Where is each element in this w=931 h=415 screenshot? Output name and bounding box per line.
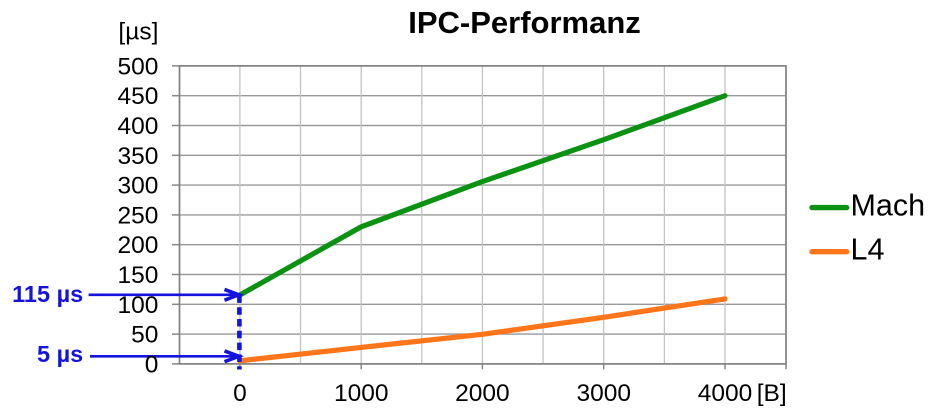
svg-text:500: 500 [118,53,159,80]
svg-text:200: 200 [118,232,159,259]
svg-text:IPC-Performanz: IPC-Performanz [408,5,641,40]
svg-text:100: 100 [118,292,159,319]
svg-text:Mach: Mach [851,189,926,223]
svg-text:400: 400 [118,113,159,140]
svg-text:4000: 4000 [698,380,753,407]
svg-text:0: 0 [145,351,159,378]
svg-text:[B]: [B] [757,380,787,407]
svg-text:115 µs: 115 µs [12,281,83,307]
svg-text:L4: L4 [851,233,885,267]
svg-text:1000: 1000 [334,380,389,407]
svg-text:2000: 2000 [455,380,510,407]
svg-text:350: 350 [118,143,159,170]
svg-text:50: 50 [131,322,158,349]
svg-text:0: 0 [233,380,247,407]
svg-text:150: 150 [118,262,159,289]
svg-text:300: 300 [118,173,159,200]
svg-text:250: 250 [118,202,159,229]
svg-text:[µs]: [µs] [118,19,158,46]
svg-text:5 µs: 5 µs [37,341,83,367]
svg-text:3000: 3000 [576,380,631,407]
svg-text:450: 450 [118,83,159,110]
